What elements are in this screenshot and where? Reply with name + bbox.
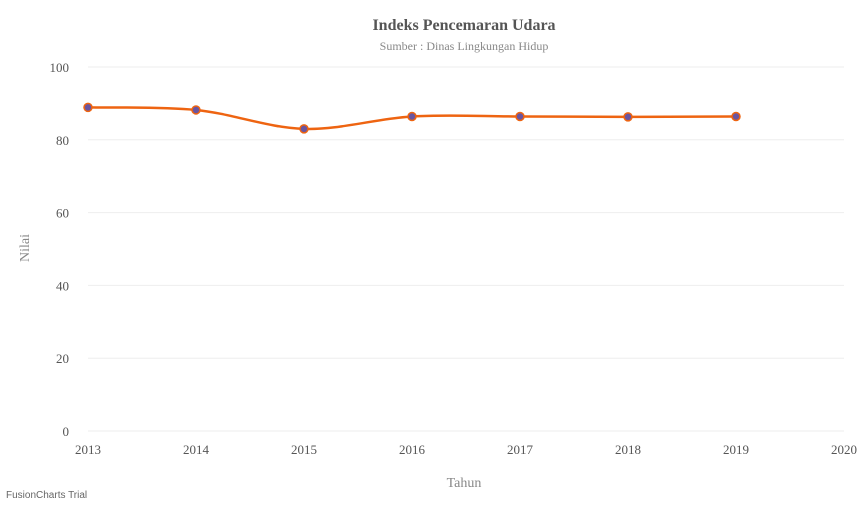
x-tick-label: 2017 xyxy=(507,442,534,457)
watermark-text: FusionCharts Trial xyxy=(6,490,87,501)
series-group xyxy=(83,102,741,134)
y-tick-label: 60 xyxy=(56,206,69,221)
y-axis-title: Nilai xyxy=(18,234,33,262)
y-tick-label: 100 xyxy=(50,60,70,75)
x-tick-label: 2019 xyxy=(723,442,749,457)
y-tick-label: 0 xyxy=(63,424,70,439)
y-tick-label: 80 xyxy=(56,133,69,148)
x-tick-label: 2013 xyxy=(75,442,101,457)
data-point[interactable] xyxy=(407,111,417,122)
y-tick-label: 20 xyxy=(56,351,69,366)
data-point[interactable] xyxy=(191,105,201,115)
data-point[interactable] xyxy=(83,102,93,113)
y-axis-ticks: 0 20 40 60 80 100 xyxy=(50,60,70,439)
grid-lines xyxy=(88,66,844,432)
x-axis-title: Tahun xyxy=(447,476,482,491)
x-tick-label: 2014 xyxy=(183,442,210,457)
data-point[interactable] xyxy=(299,124,309,134)
y-tick-label: 40 xyxy=(56,278,69,293)
data-point[interactable] xyxy=(731,111,741,122)
chart-title: Indeks Pencemaran Udara xyxy=(372,17,555,34)
x-axis-ticks: 2013 2014 2015 2016 2017 2018 2019 2020 xyxy=(75,442,857,457)
chart-subtitle: Sumber : Dinas Lingkungan Hidup xyxy=(380,39,549,53)
data-point[interactable] xyxy=(515,111,525,122)
x-tick-label: 2018 xyxy=(615,442,641,457)
x-tick-label: 2020 xyxy=(831,442,857,457)
x-tick-label: 2016 xyxy=(399,442,426,457)
x-tick-label: 2015 xyxy=(291,442,317,457)
data-point[interactable] xyxy=(623,112,633,122)
